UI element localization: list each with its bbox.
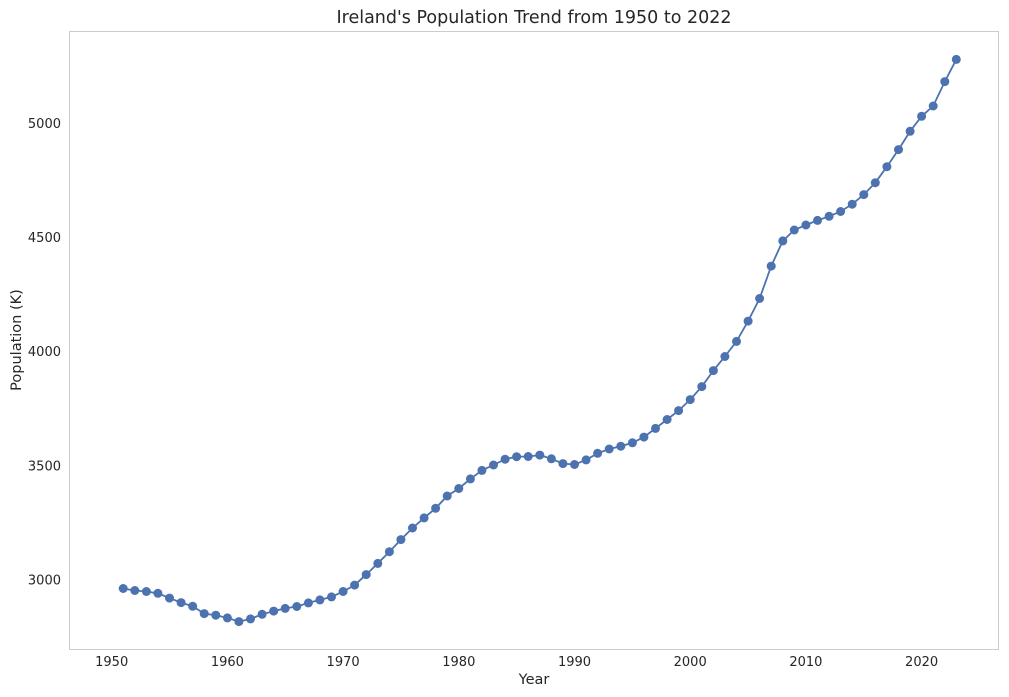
data-point xyxy=(870,178,880,188)
data-point xyxy=(222,613,232,623)
data-point xyxy=(512,452,522,462)
data-point xyxy=(616,441,626,451)
data-point xyxy=(755,294,765,303)
data-point xyxy=(211,610,221,620)
data-point xyxy=(338,587,348,596)
data-point xyxy=(720,352,730,361)
data-point xyxy=(419,513,429,523)
data-point xyxy=(940,77,950,87)
data-point xyxy=(836,207,846,216)
data-point xyxy=(593,448,603,458)
data-point xyxy=(928,101,938,111)
data-point xyxy=(570,460,579,469)
data-point xyxy=(431,503,441,513)
data-point xyxy=(789,225,799,235)
data-point xyxy=(813,215,822,225)
data-point xyxy=(766,261,776,271)
data-point xyxy=(188,601,198,611)
y-tick-label: 5000 xyxy=(28,117,61,132)
data-point xyxy=(384,547,394,557)
x-axis-ticks: 1950 1960 1970 1980 1990 2000 2010 2020 xyxy=(95,655,938,670)
data-point xyxy=(882,162,892,172)
data-point xyxy=(327,592,336,602)
x-tick-label: 2020 xyxy=(905,655,938,670)
data-point xyxy=(199,609,209,619)
data-point xyxy=(165,593,174,603)
data-point xyxy=(303,598,313,608)
data-point xyxy=(292,602,302,611)
data-point xyxy=(176,598,186,608)
data-point xyxy=(269,606,279,616)
y-tick-label: 3000 xyxy=(28,574,61,589)
y-tick-label: 4000 xyxy=(28,345,61,360)
x-tick-label: 2000 xyxy=(674,655,707,670)
data-point xyxy=(847,199,857,209)
data-point xyxy=(257,609,267,619)
data-point xyxy=(546,454,556,464)
data-point xyxy=(662,415,672,424)
data-point xyxy=(651,423,660,433)
data-point xyxy=(894,145,903,155)
data-point xyxy=(361,570,371,580)
data-point xyxy=(523,452,533,461)
data-point xyxy=(234,617,244,627)
data-point xyxy=(639,432,649,442)
data-point xyxy=(905,126,915,136)
x-tick-label: 1960 xyxy=(211,655,244,670)
data-point xyxy=(454,484,464,493)
x-tick-label: 1950 xyxy=(95,655,128,670)
data-point xyxy=(373,558,383,568)
data-point xyxy=(350,580,360,590)
data-point xyxy=(604,444,614,454)
data-point xyxy=(500,454,510,464)
x-tick-label: 1990 xyxy=(558,655,591,670)
data-point xyxy=(118,584,128,593)
chart-title: Ireland's Population Trend from 1950 to … xyxy=(336,8,731,28)
data-point xyxy=(917,111,927,121)
y-tick-label: 4500 xyxy=(28,231,61,246)
data-point xyxy=(246,614,255,624)
data-point xyxy=(477,465,487,475)
data-point xyxy=(280,603,290,613)
data-point xyxy=(674,406,684,416)
population-points xyxy=(118,54,961,627)
data-point xyxy=(743,316,753,326)
data-point xyxy=(396,535,406,545)
data-point xyxy=(141,587,151,596)
data-point xyxy=(627,438,637,448)
data-point xyxy=(153,588,163,598)
data-point xyxy=(824,211,834,221)
data-point xyxy=(708,366,718,376)
data-point xyxy=(558,459,568,469)
data-point xyxy=(442,491,452,501)
data-point xyxy=(801,220,811,230)
data-point xyxy=(465,474,475,484)
data-point xyxy=(408,523,417,533)
data-point xyxy=(130,586,140,595)
x-tick-label: 1970 xyxy=(327,655,360,670)
data-point xyxy=(489,460,498,470)
x-tick-label: 2010 xyxy=(789,655,822,670)
data-point xyxy=(778,236,788,246)
data-point xyxy=(859,190,869,200)
x-axis-label: Year xyxy=(518,672,550,688)
data-point xyxy=(697,382,707,392)
y-axis-ticks: 3000 3500 4000 4500 5000 xyxy=(28,117,61,589)
data-point xyxy=(685,395,695,405)
data-point xyxy=(315,595,325,605)
x-tick-label: 1980 xyxy=(442,655,475,670)
plot-area-frame xyxy=(69,31,999,650)
y-tick-label: 3500 xyxy=(28,459,61,474)
data-point xyxy=(951,54,961,64)
y-axis-label: Population (K) xyxy=(9,289,25,391)
data-point xyxy=(581,455,591,465)
data-point xyxy=(732,336,741,346)
data-point xyxy=(535,450,545,460)
